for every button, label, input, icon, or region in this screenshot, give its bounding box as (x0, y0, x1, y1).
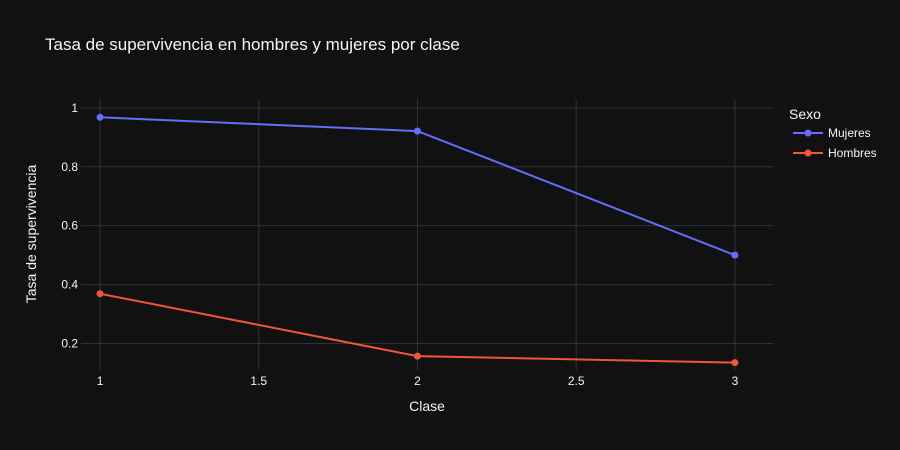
y-tick-label: 0.2 (61, 336, 78, 350)
data-point-mujeres (731, 251, 739, 259)
x-tick-label: 3 (732, 374, 739, 388)
y-axis-title: Tasa de supervivencia (23, 165, 39, 304)
series-layer (96, 113, 739, 367)
x-tick-label: 1.5 (250, 374, 267, 388)
tick-labels: 1 1.5 2 2.5 3 0.2 0.4 0.6 0.8 1 (61, 101, 738, 388)
legend-item-mujeres[interactable]: Mujeres (793, 126, 871, 140)
legend: Sexo Mujeres Hombres (789, 106, 877, 160)
y-tick-label: 0.4 (61, 278, 78, 292)
series-mujeres (96, 113, 739, 259)
y-tick-label: 1 (71, 101, 78, 115)
data-point-hombres (413, 352, 421, 360)
legend-title: Sexo (789, 106, 821, 122)
legend-swatch-marker (804, 149, 812, 157)
data-point-hombres (731, 359, 739, 367)
x-tick-label: 1 (97, 374, 104, 388)
data-point-mujeres (96, 113, 104, 121)
y-tick-label: 0.8 (61, 160, 78, 174)
legend-label: Hombres (828, 146, 877, 160)
y-tick-label: 0.6 (61, 219, 78, 233)
x-axis-title: Clase (409, 398, 445, 414)
legend-item-hombres[interactable]: Hombres (793, 146, 877, 160)
legend-label: Mujeres (828, 126, 871, 140)
grid (81, 99, 773, 370)
data-point-hombres (96, 290, 104, 298)
series-hombres (96, 290, 739, 367)
chart-title: Tasa de supervivencia en hombres y mujer… (45, 35, 460, 54)
legend-swatch-marker (804, 129, 812, 137)
x-tick-label: 2 (414, 374, 421, 388)
data-point-mujeres (413, 127, 421, 135)
x-tick-label: 2.5 (568, 374, 585, 388)
